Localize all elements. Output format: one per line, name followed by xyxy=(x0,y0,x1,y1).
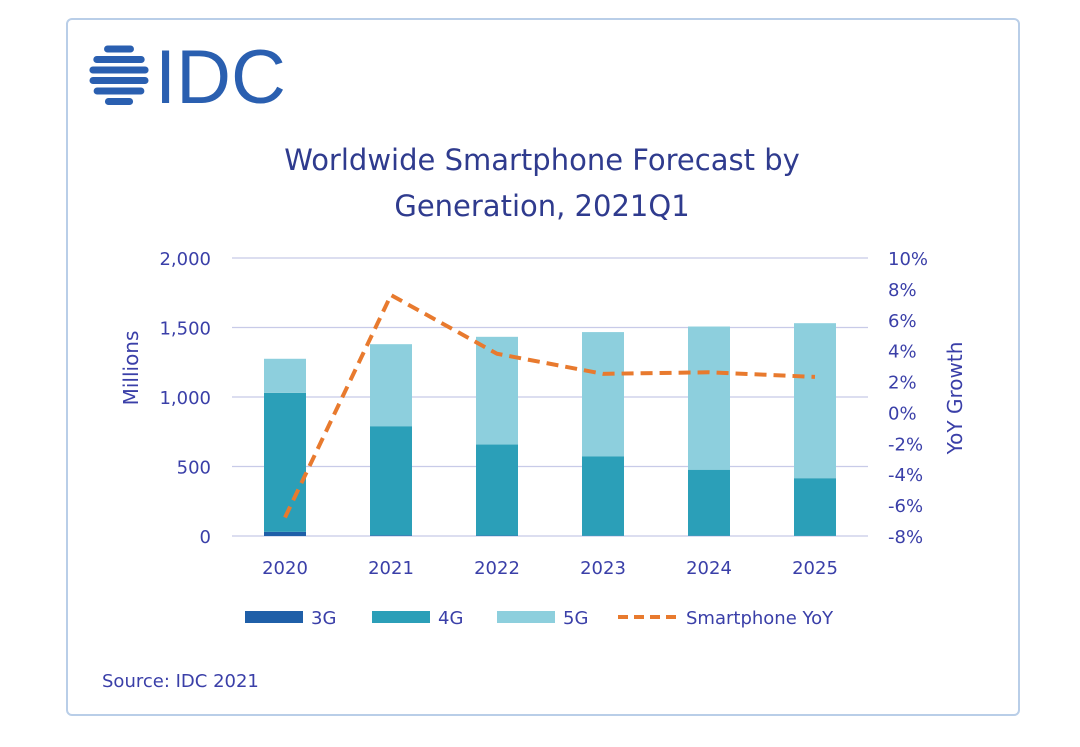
bar-5g-2023 xyxy=(582,332,624,457)
logo-globe-icon xyxy=(89,45,149,105)
logo-text: IDC xyxy=(155,35,286,120)
bar-4g-2020 xyxy=(264,392,306,532)
idc-logo: IDC xyxy=(89,35,286,120)
legend-swatch xyxy=(497,611,555,623)
bar-5g-2020 xyxy=(264,358,306,393)
y2-tick-label: 8% xyxy=(888,280,917,301)
y-tick-label: 1,500 xyxy=(159,319,211,340)
y-axis-left: 0 500 1,000 1,500 2,000 xyxy=(159,249,211,548)
logo-stripe xyxy=(93,56,145,63)
chart-title-line-2: Generation, 2021Q1 xyxy=(394,189,689,223)
x-axis: 2020 2021 2022 2023 2024 2025 xyxy=(262,558,838,579)
x-tick-label: 2023 xyxy=(580,558,626,579)
legend-swatch xyxy=(372,611,430,623)
y-axis-title: Millions xyxy=(119,331,143,406)
bar-4g-2021 xyxy=(370,426,412,536)
bar-3g-2020 xyxy=(264,531,306,536)
y2-tick-label: -4% xyxy=(888,465,923,486)
logo-stripe xyxy=(89,77,149,84)
y2-tick-label: 4% xyxy=(888,342,917,363)
bar-4g-2025 xyxy=(794,478,836,536)
yoy-line xyxy=(283,293,816,519)
x-tick-label: 2020 xyxy=(262,558,308,579)
legend-label: 5G xyxy=(563,608,588,629)
bar-4g-2023 xyxy=(582,456,624,536)
chart-title-line-1: Worldwide Smartphone Forecast by xyxy=(284,143,800,177)
legend: 3G 4G 5G Smartphone YoY xyxy=(245,608,834,629)
bar-4g-2022 xyxy=(476,444,518,536)
y2-tick-label: 6% xyxy=(888,311,917,332)
chart-card xyxy=(66,18,1020,716)
bar-5g-2024 xyxy=(688,326,730,470)
logo-stripe xyxy=(89,66,149,74)
y-tick-label: 2,000 xyxy=(159,249,211,270)
yoy-line-path xyxy=(283,293,816,519)
y2-tick-label: -6% xyxy=(888,496,923,517)
gridlines xyxy=(232,257,868,537)
y-axis-right: -8% -6% -4% -2% 0% 2% 4% 6% 8% 10% xyxy=(888,249,928,548)
y2-tick-label: -8% xyxy=(888,527,923,548)
y2-axis-title: YoY Growth xyxy=(943,342,967,456)
bar-5g-2025 xyxy=(794,323,836,479)
bar-3g-2021 xyxy=(370,535,412,536)
y2-tick-label: -2% xyxy=(888,434,923,455)
y-tick-label: 1,000 xyxy=(159,388,211,409)
logo-stripe xyxy=(104,45,134,53)
y2-tick-label: 10% xyxy=(888,249,928,270)
y2-tick-label: 2% xyxy=(888,373,917,394)
legend-label: Smartphone YoY xyxy=(686,608,834,629)
y-tick-label: 500 xyxy=(177,458,211,479)
legend-label: 4G xyxy=(438,608,463,629)
bar-5g-2021 xyxy=(370,344,412,427)
source-note: Source: IDC 2021 xyxy=(102,671,259,692)
y-tick-label: 0 xyxy=(200,527,211,548)
bar-4g-2024 xyxy=(688,469,730,536)
logo-stripe xyxy=(93,87,145,95)
x-tick-label: 2022 xyxy=(474,558,520,579)
x-tick-label: 2025 xyxy=(792,558,838,579)
legend-label: 3G xyxy=(311,608,336,629)
y2-tick-label: 0% xyxy=(888,403,917,424)
bars xyxy=(264,323,836,536)
logo-stripe xyxy=(104,98,134,105)
x-tick-label: 2021 xyxy=(368,558,414,579)
x-tick-label: 2024 xyxy=(686,558,732,579)
legend-swatch xyxy=(245,611,303,623)
